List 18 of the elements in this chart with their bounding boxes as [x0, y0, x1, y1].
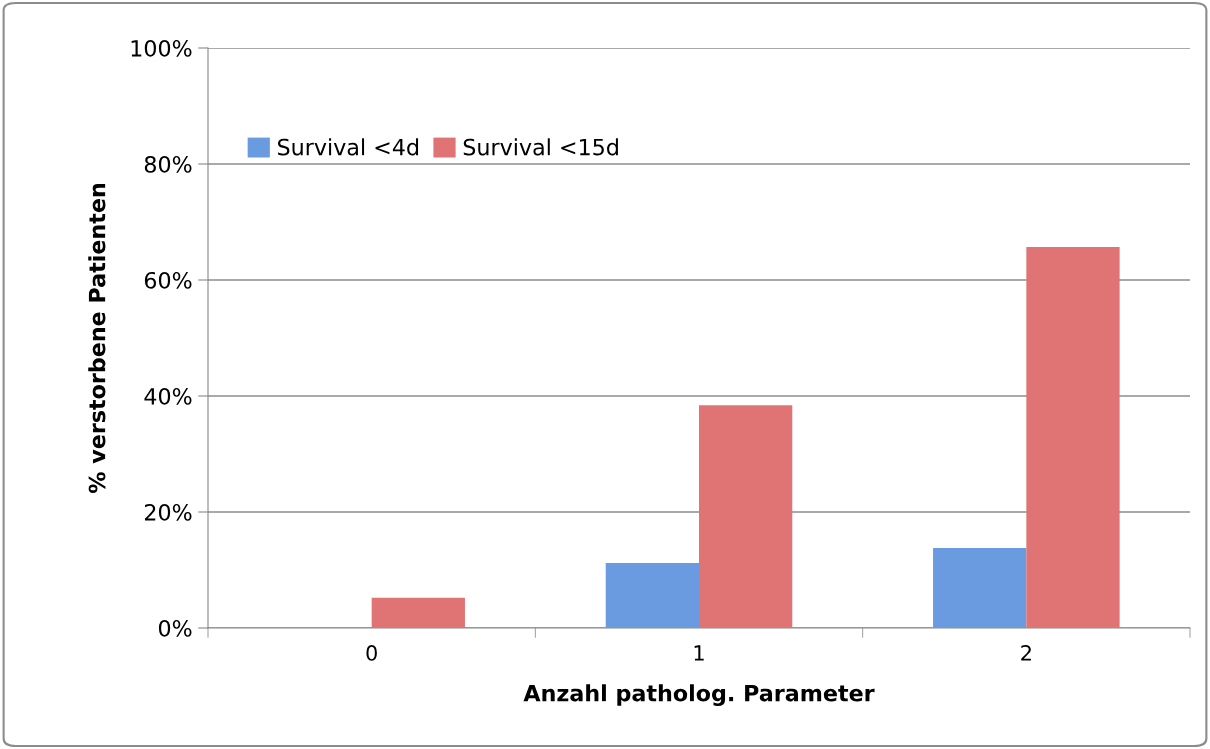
y-tick-label: 40% [144, 387, 192, 405]
y-axis-title: % verstorbene Patienten [88, 183, 106, 494]
x-tick-label: 1 [694, 645, 704, 661]
y-tick-label: 20% [144, 503, 192, 521]
bar [605, 563, 699, 628]
bar [1026, 246, 1120, 628]
x-tick-label: 0 [366, 645, 377, 661]
y-tick-label: 60% [144, 271, 192, 289]
bar [699, 405, 793, 628]
x-axis-title: Anzahl patholog. Parameter [523, 684, 875, 706]
legend-label: Survival <15d [463, 138, 618, 156]
legend-label: Survival <4d [277, 138, 419, 156]
y-tick-label: 80% [144, 155, 192, 173]
y-tick-label: 100% [131, 39, 192, 57]
x-tick-label: 2 [1021, 645, 1031, 661]
bar [371, 597, 465, 628]
bar [933, 547, 1027, 628]
y-tick-label: 0% [158, 619, 192, 637]
